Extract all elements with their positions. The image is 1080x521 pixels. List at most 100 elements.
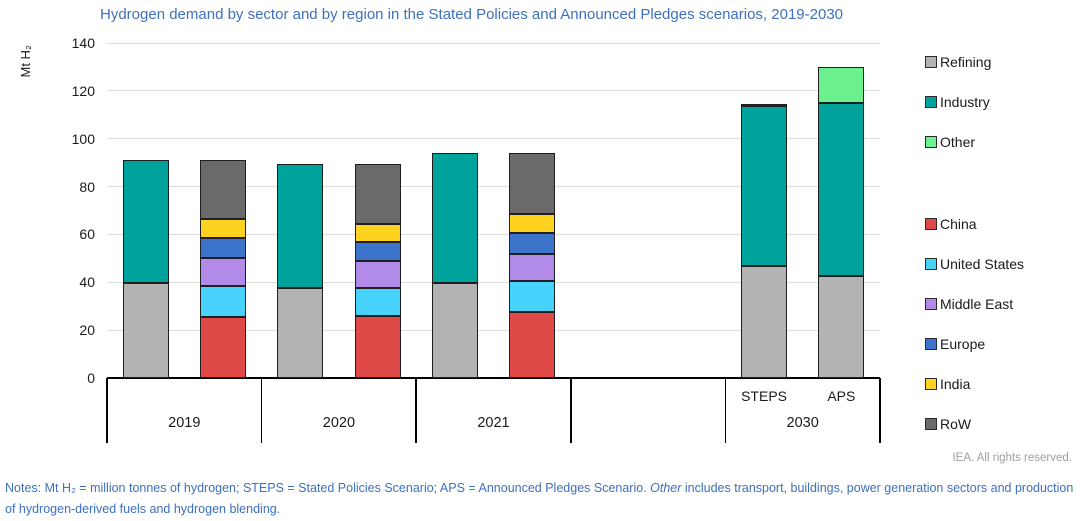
- bar-segment-industry: [818, 102, 865, 277]
- bar-segment-china: [509, 312, 556, 378]
- bar-segment-united-states: [199, 285, 246, 317]
- bar-segment-refining: [818, 276, 865, 378]
- legend-swatch-row: [925, 418, 937, 430]
- category-divider: [724, 378, 727, 443]
- notes-part2: includes transport, buildings, power gen…: [5, 481, 1074, 517]
- legend-swatch-industry: [925, 96, 937, 108]
- bar-segment-row: [509, 153, 556, 215]
- y-tick-140: 140: [71, 35, 95, 51]
- legend-label-middle-east: Middle East: [940, 296, 1014, 312]
- legend-label-europe: Europe: [940, 336, 986, 352]
- bar-segment-refining: [122, 283, 169, 378]
- legend-swatch-united-states: [925, 258, 937, 270]
- bar-segment-industry: [277, 163, 324, 289]
- bar-segment-middle-east: [509, 253, 556, 282]
- bar-segment-refining: [741, 265, 788, 378]
- legend-group-1: China United States Middle East Europe India…: [925, 204, 1024, 444]
- legend-item-other: Other: [925, 122, 991, 162]
- gridline-20: [107, 329, 880, 331]
- category-divider: [106, 378, 108, 443]
- legend-swatch-refining: [925, 56, 937, 68]
- scenario-label-aps: APS: [827, 388, 856, 404]
- legend-item-united-states: United States: [925, 244, 1024, 284]
- y-tick-60: 60: [79, 226, 95, 243]
- legend-swatch-india: [925, 378, 937, 390]
- legend-label-china: China: [940, 216, 977, 232]
- legend-label-industry: Industry: [940, 94, 990, 110]
- bar-segment-india: [354, 223, 401, 242]
- x-category-label-2021: 2021: [477, 415, 510, 431]
- legend-swatch-other: [925, 136, 937, 148]
- 2020-by-region-bar: [354, 163, 401, 378]
- legend-label-other: Other: [940, 134, 976, 150]
- legend-item-row: RoW: [925, 404, 1024, 444]
- 2030-steps-bar: [741, 104, 788, 378]
- legend-item-china: China: [925, 204, 1024, 244]
- gridline-140: [107, 42, 880, 44]
- legend-swatch-europe: [925, 338, 937, 350]
- category-divider: [570, 378, 572, 443]
- gridline-40: [107, 281, 880, 283]
- bar-segment-row: [199, 160, 246, 219]
- x-category-label-2019: 2019: [168, 415, 201, 431]
- x-axis-line: [107, 377, 880, 379]
- y-axis-label: Mt H₂: [18, 45, 33, 78]
- legend-group-0: Refining Industry Other: [925, 42, 991, 162]
- legend-item-europe: Europe: [925, 324, 1024, 364]
- legend-label-row: RoW: [940, 416, 972, 432]
- legend-item-middle-east: Middle East: [925, 284, 1024, 324]
- category-divider: [415, 378, 417, 443]
- copyright-text: IEA. All rights reserved.: [952, 452, 1072, 464]
- 2030-aps-bar: [818, 66, 865, 378]
- notes-other-italic: Other: [650, 481, 682, 495]
- category-divider: [260, 378, 263, 443]
- bar-segment-europe: [354, 241, 401, 261]
- bar-segment-india: [509, 214, 556, 234]
- legend-item-refining: Refining: [925, 42, 991, 82]
- 2020-by-sector-bar: [277, 163, 324, 378]
- y-tick-120: 120: [71, 82, 95, 99]
- gridline-100: [107, 138, 880, 140]
- bar-segment-industry: [741, 106, 788, 266]
- y-tick-0: 0: [87, 370, 95, 386]
- bar-segment-united-states: [354, 288, 401, 316]
- bar-segment-europe: [199, 238, 246, 259]
- gridline-80: [107, 186, 880, 188]
- bar-segment-other: [741, 104, 788, 107]
- bar-segment-middle-east: [354, 260, 401, 289]
- legend-swatch-middle-east: [925, 298, 937, 310]
- y-tick-100: 100: [71, 130, 95, 147]
- bar-segment-refining: [431, 283, 478, 378]
- x-category-label-2030: 2030: [786, 415, 819, 431]
- category-divider: [879, 378, 881, 443]
- bar-segment-row: [354, 163, 401, 224]
- legend-item-industry: Industry: [925, 82, 991, 122]
- bar-segment-china: [354, 315, 401, 378]
- bar-segment-europe: [509, 233, 556, 254]
- bar-segment-india: [199, 218, 246, 239]
- 2021-by-sector-bar: [431, 153, 478, 378]
- legend-swatch-china: [925, 218, 937, 230]
- notes-text: Notes: Mt H₂ = million tonnes of hydroge…: [5, 478, 1075, 521]
- bar-segment-united-states: [509, 281, 556, 313]
- legend-label-united-states: United States: [940, 256, 1025, 272]
- 2021-by-region-bar: [509, 153, 556, 378]
- bar-segment-middle-east: [199, 258, 246, 286]
- bar-segment-china: [199, 316, 246, 378]
- legend-item-india: India: [925, 364, 1024, 404]
- legend-label-india: India: [940, 376, 971, 392]
- bar-segment-industry: [122, 160, 169, 284]
- bar-segment-refining: [277, 288, 324, 378]
- 2019-by-sector-bar: [122, 160, 169, 378]
- x-category-label-2020: 2020: [322, 415, 356, 431]
- bar-segment-industry: [431, 153, 478, 284]
- y-tick-20: 20: [79, 322, 95, 339]
- y-tick-40: 40: [79, 274, 95, 291]
- chart-title: Hydrogen demand by sector and by region …: [100, 6, 843, 23]
- 2019-by-region-bar: [199, 160, 246, 378]
- gridline-120: [107, 90, 880, 92]
- legend-label-refining: Refining: [940, 54, 992, 70]
- notes-part1: Notes: Mt H₂ = million tonnes of hydroge…: [5, 481, 651, 495]
- scenario-label-steps: STEPS: [741, 388, 787, 404]
